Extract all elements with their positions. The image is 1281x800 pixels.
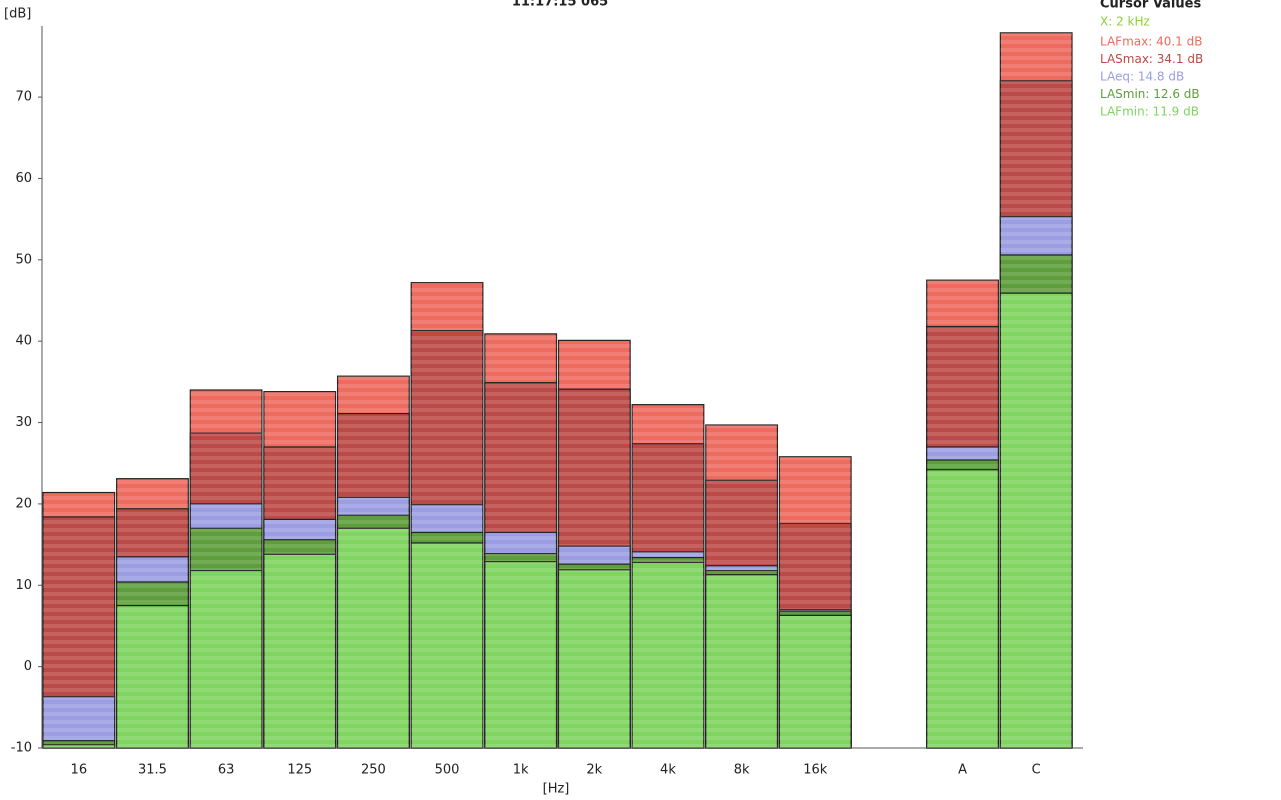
bar-texture	[43, 744, 115, 748]
chart-title: 11:17:15 065	[512, 0, 608, 10]
y-tick-label: 50	[15, 252, 32, 267]
x-tick-label: 250	[361, 763, 386, 778]
x-axis-label: [Hz]	[543, 782, 570, 797]
x-tick-label: 63	[218, 763, 235, 778]
bar-texture	[190, 570, 262, 748]
y-tick-label: 30	[15, 415, 32, 430]
bar-texture	[926, 469, 999, 748]
bar-texture	[411, 542, 483, 748]
y-tick-label: -10	[11, 741, 32, 756]
bar-texture	[705, 574, 778, 748]
x-tick-label: 16	[71, 763, 88, 778]
y-tick-label: 20	[15, 496, 32, 511]
cursor-x: X: 2 kHz	[1100, 15, 1150, 29]
bar-texture	[263, 554, 336, 748]
bar-texture	[43, 696, 115, 748]
x-tick-label: 16k	[803, 763, 828, 778]
x-tick-label: 1k	[513, 763, 529, 778]
x-tick-label: 125	[287, 763, 312, 778]
bar-texture	[1000, 293, 1072, 748]
cursor-value: LAFmin: 11.9 dB	[1100, 105, 1199, 119]
x-tick-label: 500	[435, 763, 460, 778]
bar-texture	[484, 561, 557, 748]
bar-texture	[116, 605, 189, 748]
y-axis-label: [dB]	[4, 7, 31, 22]
cursor-value: LAeq: 14.8 dB	[1100, 70, 1184, 84]
cursor-value: LAFmax: 40.1 dB	[1100, 35, 1202, 49]
y-tick-label: 70	[15, 90, 32, 105]
cursor-value: LASmin: 12.6 dB	[1100, 87, 1200, 101]
y-tick-label: 40	[15, 334, 32, 349]
bar-texture	[337, 528, 410, 748]
x-tick-label: 2k	[586, 763, 602, 778]
y-tick-label: 0	[24, 659, 32, 674]
bar-texture	[558, 569, 631, 748]
x-tick-label: C	[1032, 763, 1041, 778]
cursor-title: Cursor Values	[1100, 0, 1201, 12]
x-tick-label: A	[958, 763, 967, 778]
y-tick-label: 10	[15, 578, 32, 593]
y-tick-label: 60	[15, 171, 32, 186]
bar-texture	[779, 615, 852, 748]
x-tick-label: 31.5	[138, 763, 167, 778]
bar-texture	[632, 562, 704, 748]
x-tick-label: 4k	[660, 763, 676, 778]
x-tick-label: 8k	[734, 763, 750, 778]
cursor-value: LASmax: 34.1 dB	[1100, 52, 1203, 66]
